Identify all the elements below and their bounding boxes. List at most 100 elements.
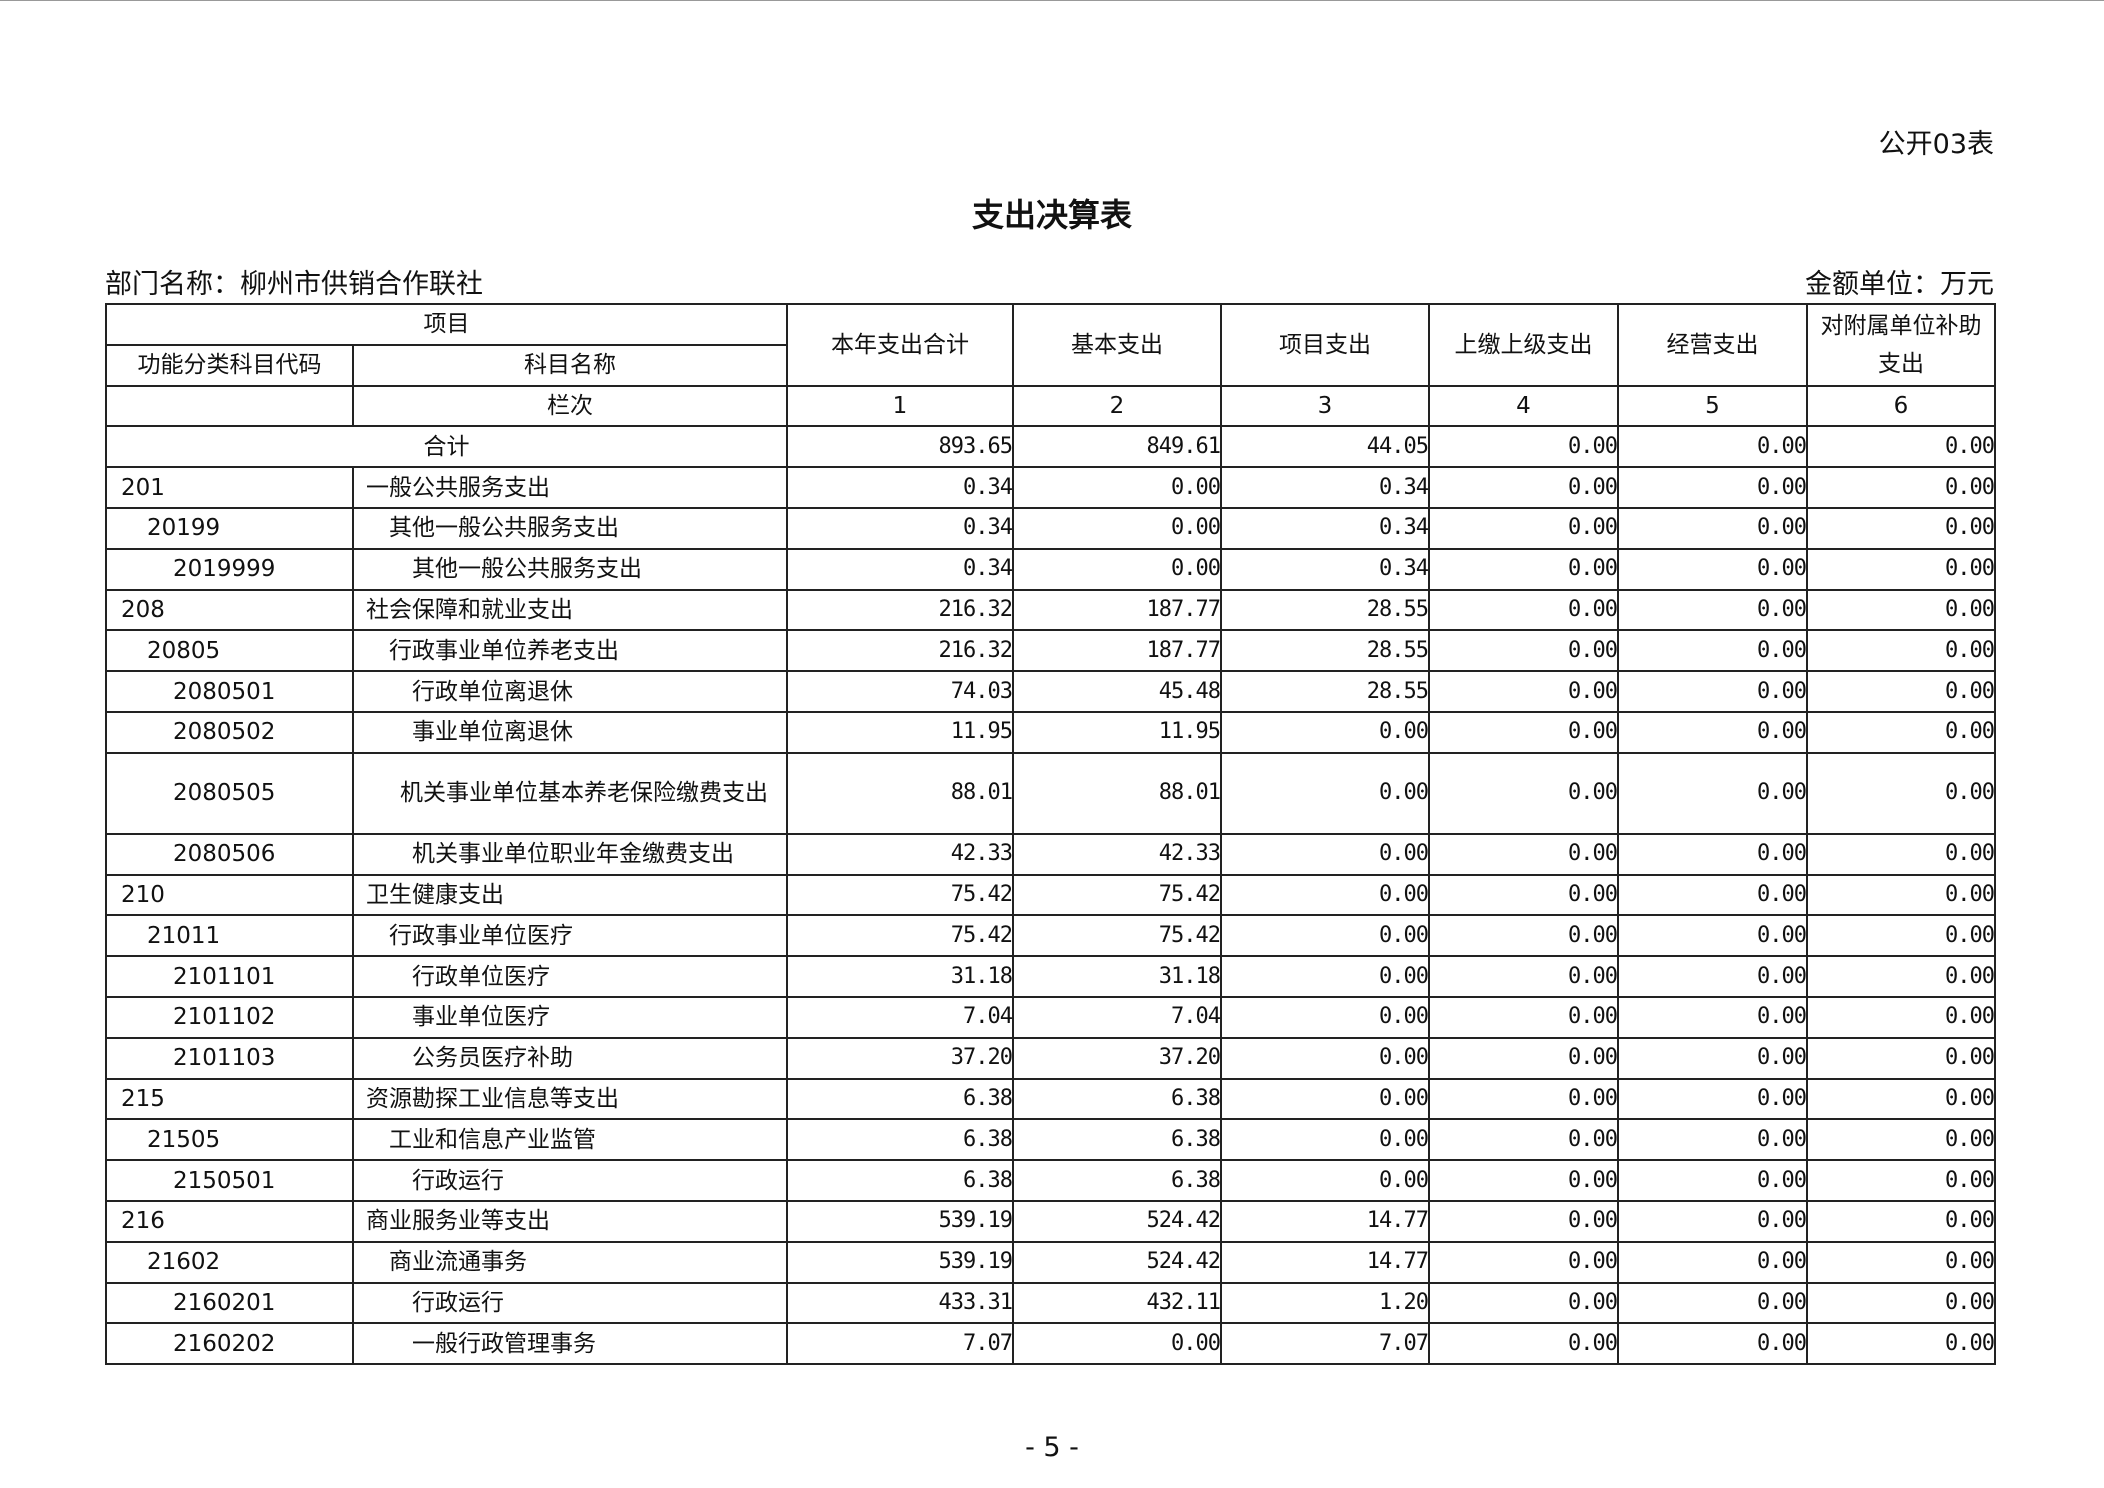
amount-cell: 0.34 bbox=[786, 466, 1014, 509]
amount-cell: 88.01 bbox=[1012, 751, 1222, 835]
amount-cell: 0.00 bbox=[1617, 1240, 1808, 1284]
subject-name-text: 资源勘探工业信息等支出 bbox=[366, 1085, 619, 1112]
amount-cell: 0.00 bbox=[1428, 955, 1619, 998]
amount-cell: 1.20 bbox=[1220, 1281, 1430, 1325]
amount-cell: 28.55 bbox=[1220, 588, 1430, 632]
amount-cell: 0.00 bbox=[1806, 1322, 1996, 1366]
amount-cell: 75.42 bbox=[786, 914, 1014, 958]
expenditure-table: 项目 本年支出合计 基本支出 项目支出 上缴上级支出 经营支出 对附属单位补助支… bbox=[105, 303, 1996, 1366]
total-value: 0.00 bbox=[1617, 425, 1808, 469]
amount-cell: 0.00 bbox=[1012, 506, 1222, 550]
amount-cell: 524.42 bbox=[1012, 1240, 1222, 1284]
amount-cell: 0.00 bbox=[1806, 995, 1996, 1039]
amount-cell: 187.77 bbox=[1012, 588, 1222, 632]
amount-cell: 0.00 bbox=[1806, 1118, 1996, 1162]
amount-cell: 0.00 bbox=[1617, 1281, 1808, 1325]
page-title: 支出决算表 bbox=[971, 196, 1132, 234]
amount-cell: 524.42 bbox=[1012, 1199, 1222, 1243]
amount-cell: 42.33 bbox=[1012, 832, 1222, 876]
table-row: 2101103 公务员医疗补助 37.20 37.20 0.00 0.00 0.00 0.0… bbox=[105, 1036, 1996, 1080]
table-row: 210 卫生健康支出 75.42 75.42 0.00 0.00 0.00 0.00 bbox=[105, 873, 1996, 917]
amount-cell: 14.77 bbox=[1220, 1199, 1430, 1243]
subject-name: 公务员医疗补助 bbox=[352, 1036, 788, 1080]
top-border bbox=[0, 0, 2104, 1]
table-row: 21602 商业流通事务 539.19 524.42 14.77 0.00 0.00 0.0… bbox=[105, 1240, 1996, 1284]
amount-cell: 0.00 bbox=[1428, 466, 1619, 509]
amount-cell: 0.00 bbox=[1806, 914, 1996, 958]
subject-name: 事业单位医疗 bbox=[352, 995, 788, 1039]
amount-cell: 539.19 bbox=[786, 1199, 1014, 1243]
subject-name: 行政事业单位养老支出 bbox=[352, 629, 788, 673]
col-number: 3 bbox=[1220, 384, 1430, 428]
table-row: 20805 行政事业单位养老支出 216.32 187.77 28.55 0.00 0.0… bbox=[105, 629, 1996, 673]
subject-name-text: 行政事业单位养老支出 bbox=[389, 637, 619, 664]
amount-cell: 28.55 bbox=[1220, 670, 1430, 713]
amount-cell: 7.07 bbox=[786, 1322, 1014, 1366]
amount-cell: 6.38 bbox=[1012, 1077, 1222, 1121]
amount-cell: 45.48 bbox=[1012, 670, 1222, 713]
amount-cell: 0.00 bbox=[1806, 955, 1996, 998]
table-row: 215 资源勘探工业信息等支出 6.38 6.38 0.00 0.00 0.00 0.00 bbox=[105, 1077, 1996, 1121]
table-row: 2080502 事业单位离退休 11.95 11.95 0.00 0.00 0.00 0.0… bbox=[105, 710, 1996, 754]
amount-cell: 0.00 bbox=[1220, 995, 1430, 1039]
amount-cell: 0.00 bbox=[1617, 547, 1808, 591]
header-row-label: 栏次 bbox=[352, 384, 788, 428]
amount-cell: 0.00 bbox=[1220, 955, 1430, 998]
subject-name: 机关事业单位职业年金缴费支出 bbox=[352, 832, 788, 876]
form-number: 公开03表 bbox=[1878, 129, 1994, 160]
amount-cell: 75.42 bbox=[1012, 873, 1222, 917]
amount-cell: 31.18 bbox=[786, 955, 1014, 998]
function-code: 2150501 bbox=[105, 1159, 354, 1202]
amount-cell: 14.77 bbox=[1220, 1240, 1430, 1284]
amount-cell: 0.00 bbox=[1617, 832, 1808, 876]
subject-name: 社会保障和就业支出 bbox=[352, 588, 788, 632]
amount-cell: 0.00 bbox=[1617, 873, 1808, 917]
amount-cell: 0.00 bbox=[1617, 751, 1808, 835]
amount-cell: 0.00 bbox=[1428, 629, 1619, 673]
amount-cell: 0.00 bbox=[1428, 832, 1619, 876]
function-code: 210 bbox=[105, 873, 354, 917]
function-code: 20805 bbox=[105, 629, 354, 673]
amount-cell: 0.00 bbox=[1428, 1322, 1619, 1366]
amount-cell: 7.07 bbox=[1220, 1322, 1430, 1366]
col-number: 2 bbox=[1012, 384, 1222, 428]
amount-cell: 0.00 bbox=[1428, 547, 1619, 591]
amount-cell: 0.00 bbox=[1428, 914, 1619, 958]
amount-cell: 0.00 bbox=[1428, 506, 1619, 550]
function-code: 2080502 bbox=[105, 710, 354, 754]
amount-cell: 0.00 bbox=[1806, 506, 1996, 550]
function-code: 2080501 bbox=[105, 670, 354, 713]
header-name: 科目名称 bbox=[352, 343, 788, 387]
header-col-5: 经营支出 bbox=[1617, 303, 1808, 387]
amount-cell: 6.38 bbox=[786, 1077, 1014, 1121]
table-row: 2080505 机关事业单位基本养老保险缴费支出 88.01 88.01 0.00 0.… bbox=[105, 751, 1996, 835]
function-code: 2160202 bbox=[105, 1322, 354, 1366]
amount-cell: 0.00 bbox=[1220, 751, 1430, 835]
table-row: 2150501 行政运行 6.38 6.38 0.00 0.00 0.00 0.00 bbox=[105, 1159, 1996, 1202]
header-blank bbox=[105, 384, 354, 428]
function-code: 2101102 bbox=[105, 995, 354, 1039]
amount-cell: 0.00 bbox=[1617, 1036, 1808, 1080]
amount-cell: 0.00 bbox=[1012, 466, 1222, 509]
amount-cell: 0.34 bbox=[1220, 466, 1430, 509]
amount-cell: 0.00 bbox=[1617, 506, 1808, 550]
amount-cell: 0.00 bbox=[1220, 1036, 1430, 1080]
amount-cell: 0.00 bbox=[1220, 1159, 1430, 1202]
amount-cell: 0.00 bbox=[1806, 1159, 1996, 1202]
amount-cell: 0.00 bbox=[1617, 995, 1808, 1039]
subject-name-text: 工业和信息产业监管 bbox=[389, 1126, 596, 1153]
subject-name-text: 事业单位离退休 bbox=[412, 719, 573, 746]
function-code: 21011 bbox=[105, 914, 354, 958]
total-value: 893.65 bbox=[786, 425, 1014, 469]
amount-cell: 0.00 bbox=[1617, 1118, 1808, 1162]
amount-cell: 0.00 bbox=[1012, 1322, 1222, 1366]
col-number: 1 bbox=[786, 384, 1014, 428]
function-code: 215 bbox=[105, 1077, 354, 1121]
subject-name: 卫生健康支出 bbox=[352, 873, 788, 917]
subject-name-text: 事业单位医疗 bbox=[412, 1004, 550, 1031]
table-row: 2080506 机关事业单位职业年金缴费支出 42.33 42.33 0.00 0.00… bbox=[105, 832, 1996, 876]
amount-cell: 0.00 bbox=[1428, 1036, 1619, 1080]
total-row: 合计 893.65 849.61 44.05 0.00 0.00 0.00 bbox=[105, 425, 1996, 469]
table-row: 2101101 行政单位医疗 31.18 31.18 0.00 0.00 0.00 0.00 bbox=[105, 955, 1996, 998]
amount-cell: 216.32 bbox=[786, 629, 1014, 673]
